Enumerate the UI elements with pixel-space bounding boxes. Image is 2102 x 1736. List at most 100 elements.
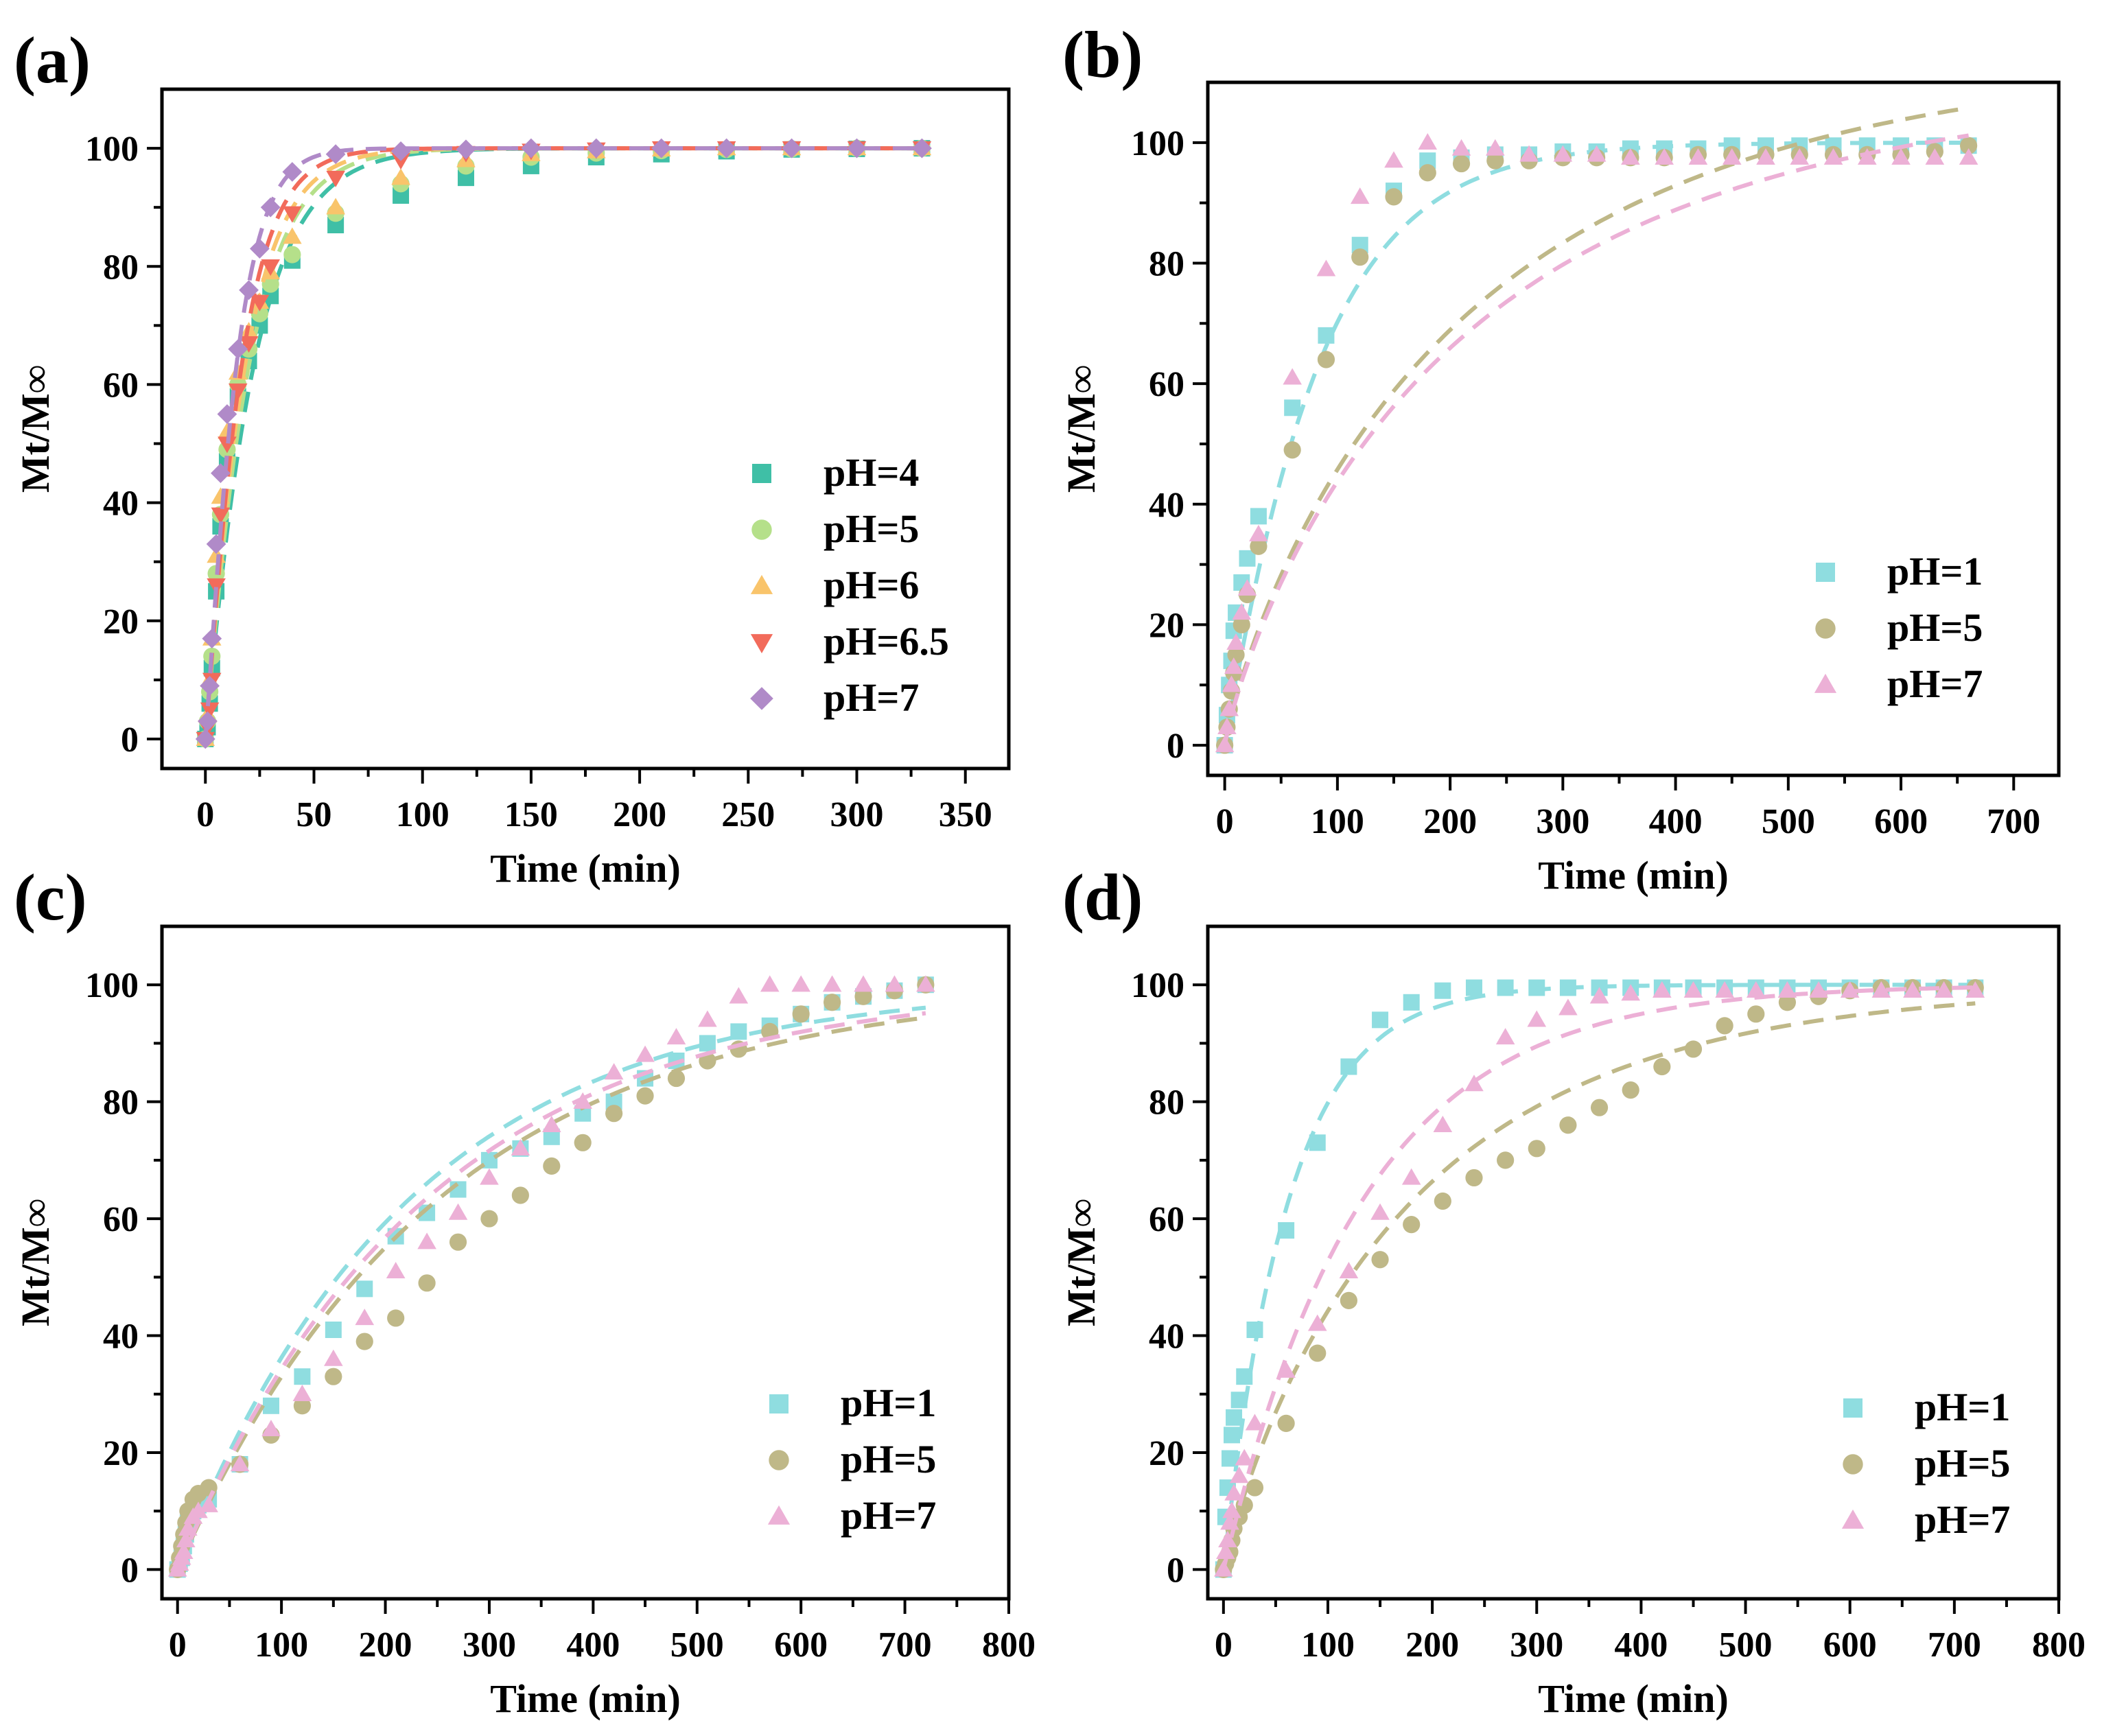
y-tick-label: 40	[103, 484, 139, 524]
data-point	[1283, 368, 1302, 385]
data-point	[1433, 1115, 1453, 1132]
data-point	[541, 1115, 561, 1132]
data-point	[1934, 981, 1954, 998]
legend-label: pH=6	[824, 563, 919, 607]
x-tick-label: 200	[1405, 1626, 1459, 1665]
data-point	[1371, 1251, 1389, 1269]
y-tick-label: 40	[103, 1317, 139, 1357]
x-tick-label: 300	[463, 1626, 516, 1665]
x-tick-label: 400	[566, 1626, 620, 1665]
x-tick-label: 700	[1928, 1626, 1981, 1665]
data-point	[1220, 1513, 1239, 1530]
data-point	[292, 1384, 312, 1401]
x-tick-label: 200	[613, 795, 666, 834]
x-tick-label: 800	[982, 1626, 1036, 1665]
x-tick-label: 100	[255, 1626, 308, 1665]
fit-line-pH=6.5	[203, 146, 922, 740]
x-tick-label: 150	[504, 795, 558, 834]
data-point	[521, 138, 541, 159]
data-point	[390, 141, 411, 161]
data-point	[1250, 537, 1268, 555]
x-axis-title: Time (min)	[490, 846, 681, 891]
data-point	[1370, 1203, 1390, 1220]
data-point	[1224, 1483, 1243, 1501]
x-tick-label: 0	[169, 1626, 187, 1665]
x-tick-label: 700	[878, 1626, 932, 1665]
x-tick-label: 500	[1719, 1626, 1773, 1665]
data-point	[262, 1397, 279, 1414]
data-point	[1589, 987, 1609, 1004]
data-point	[885, 975, 904, 992]
data-point	[854, 975, 873, 992]
data-point	[666, 1028, 686, 1045]
fit-line-pH=7	[203, 146, 922, 740]
data-point	[261, 259, 281, 277]
data-point	[1553, 145, 1573, 162]
legend-marker	[1815, 618, 1836, 639]
data-point	[324, 1349, 343, 1366]
data-point	[178, 1518, 198, 1536]
fit-line-pH=7	[175, 1011, 926, 1571]
data-point	[418, 1274, 436, 1292]
x-axis-title: Time (min)	[1538, 853, 1729, 898]
data-point	[1722, 148, 1742, 165]
data-point	[1340, 1058, 1357, 1075]
plot-area	[167, 975, 935, 1578]
data-point	[604, 1063, 624, 1080]
y-tick-label: 100	[1131, 124, 1184, 163]
data-point	[1621, 984, 1640, 1001]
data-point	[1519, 145, 1539, 162]
data-point	[1621, 148, 1640, 165]
data-point	[1317, 351, 1335, 368]
data-point	[1224, 657, 1243, 675]
legend-marker	[751, 519, 772, 540]
plot-area	[1214, 978, 1985, 1578]
x-tick-label: 300	[1536, 802, 1589, 841]
data-point	[283, 246, 301, 263]
data-point	[1527, 1010, 1547, 1027]
x-tick-label: 400	[1614, 1626, 1668, 1665]
data-point	[1465, 979, 1482, 996]
legend-label: pH=7	[1887, 661, 1983, 706]
data-point	[200, 702, 220, 719]
panel-label: (b)	[1062, 18, 1143, 91]
data-point	[1746, 981, 1766, 998]
data-point	[218, 436, 237, 454]
legend-label: pH=4	[824, 450, 919, 495]
legend-label: pH=5	[1887, 605, 1983, 650]
data-point	[699, 1035, 716, 1052]
x-tick-label: 0	[1215, 1626, 1233, 1665]
data-point	[189, 1501, 208, 1518]
data-point	[605, 1105, 623, 1123]
x-tick-label: 0	[196, 795, 214, 834]
data-point	[1434, 982, 1451, 999]
data-point	[1653, 981, 1672, 998]
data-point	[824, 994, 841, 1011]
chart-panel-2: (b) 0 100 200 300 400 500 600 700 0 20 40 60 80 100 Tim…	[1059, 18, 2061, 898]
data-point	[791, 975, 810, 992]
data-point	[198, 711, 218, 731]
plot-frame	[160, 87, 1011, 771]
y-axis-title: Mt/M∞	[13, 1199, 58, 1326]
data-point	[1622, 1081, 1639, 1099]
legend-marker	[769, 1450, 789, 1470]
data-point	[1683, 981, 1703, 998]
data-point	[1486, 152, 1504, 169]
data-point	[1239, 550, 1256, 567]
data-point	[1235, 1448, 1254, 1466]
data-point	[1215, 736, 1235, 753]
y-tick-label: 0	[1167, 727, 1184, 766]
data-point	[847, 138, 867, 159]
fit-line-pH=6	[203, 146, 922, 740]
data-point	[1590, 1099, 1609, 1116]
y-tick-label: 20	[1149, 1434, 1184, 1473]
data-point	[1226, 633, 1246, 650]
data-point	[1903, 981, 1922, 998]
data-point	[1559, 979, 1576, 996]
data-point	[1452, 154, 1471, 173]
chart-panel-3: (c) 0 100 200 300 400 500 600 700 800 0 20 40 60 80 100…	[13, 860, 1036, 1721]
data-point	[1229, 1466, 1249, 1483]
y-axis-title: Mt/M∞	[1059, 365, 1103, 493]
y-tick-label: 0	[1167, 1551, 1184, 1590]
y-tick-label: 40	[1149, 486, 1184, 525]
